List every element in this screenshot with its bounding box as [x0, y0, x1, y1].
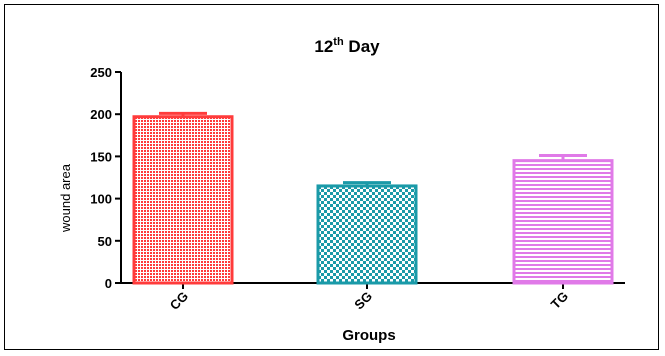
y-tick-label-200: 200	[90, 107, 112, 122]
bars	[132, 111, 614, 285]
bar-sg	[316, 184, 418, 285]
y-tick-label-150: 150	[90, 149, 112, 164]
bar-cg	[132, 115, 234, 285]
bar-tg	[512, 159, 614, 285]
y-tick-label-0: 0	[105, 276, 112, 291]
x-tick-label-tg: TG	[548, 289, 571, 312]
x-tick-label-sg: SG	[351, 289, 375, 313]
chart-title: 12th Day	[314, 36, 380, 56]
x-tick-label-cg: CG	[167, 289, 191, 313]
x-axis-label: Groups	[342, 327, 395, 344]
y-tick-label-100: 100	[90, 192, 112, 207]
y-tick-label-250: 250	[90, 65, 112, 80]
y-tick-label-50: 50	[98, 234, 112, 249]
y-axis-label: wound area	[58, 163, 73, 233]
